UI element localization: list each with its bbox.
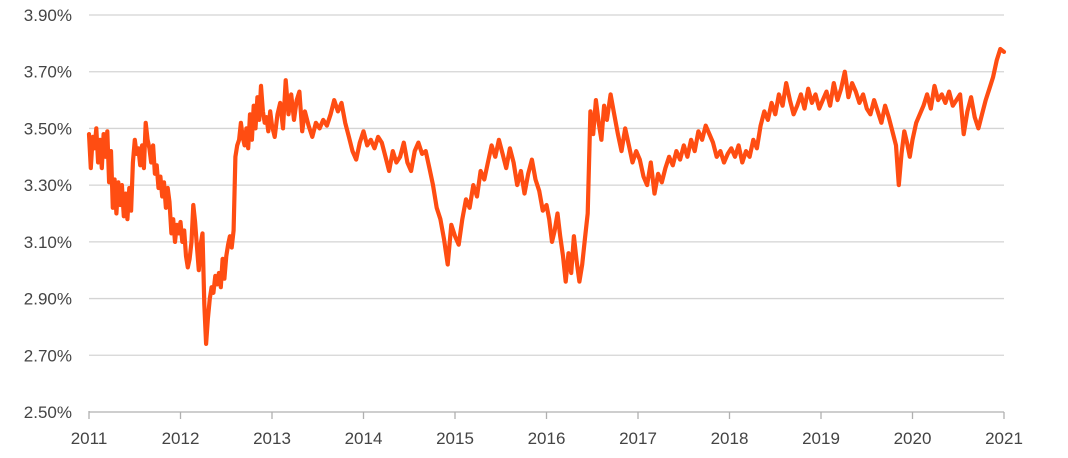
x-tick-label: 2021 — [985, 429, 1023, 448]
gridlines — [89, 14, 1004, 356]
x-axis — [88, 411, 1005, 419]
y-tick-label: 3.30% — [24, 176, 72, 195]
series-line-0 — [86, 46, 1007, 346]
x-tick-label: 2019 — [802, 429, 840, 448]
y-axis-tick-labels: 2.50% 2.70% 2.90% 3.10% 3.30% 3.50% 3.70% 3.90% — [24, 6, 72, 422]
x-tick-label: 2018 — [711, 429, 749, 448]
y-tick-label: 2.50% — [24, 403, 72, 422]
y-tick-label: 3.70% — [24, 63, 72, 82]
x-tick-label: 2013 — [253, 429, 291, 448]
x-tick-label: 2014 — [345, 429, 383, 448]
x-tick-label: 2017 — [619, 429, 657, 448]
x-tick-label: 2016 — [528, 429, 566, 448]
x-axis-tick-labels: 2011 2012 2013 2014 2015 2016 2017 2018 2019 2020… — [71, 429, 1023, 448]
x-tick-label: 2015 — [436, 429, 474, 448]
y-tick-label: 3.90% — [24, 6, 72, 25]
y-tick-label: 2.90% — [24, 290, 72, 309]
x-tick-label: 2011 — [71, 429, 108, 448]
x-tick-label: 2020 — [894, 429, 932, 448]
y-tick-label: 3.10% — [24, 233, 72, 252]
series-layer — [86, 46, 1007, 346]
y-tick-label: 2.70% — [24, 346, 72, 365]
y-tick-label: 3.50% — [24, 119, 72, 138]
x-tick-label: 2012 — [162, 429, 200, 448]
